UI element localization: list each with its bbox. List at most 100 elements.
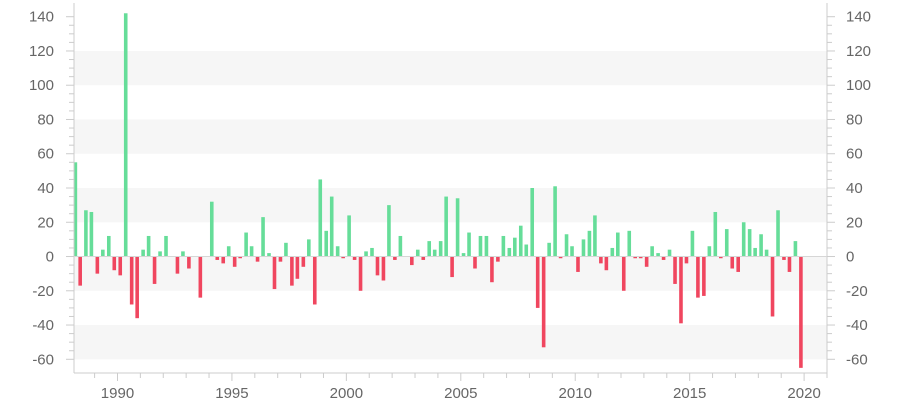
- bar: [730, 256, 735, 269]
- bar: [410, 256, 414, 266]
- bar: [290, 256, 294, 286]
- bar: [335, 246, 340, 257]
- bar: [249, 246, 254, 257]
- bar: [146, 235, 151, 257]
- bar: [799, 256, 803, 368]
- bar: [524, 244, 529, 257]
- bar: [370, 247, 374, 257]
- y-tick-label: 80: [846, 111, 863, 128]
- bar: [209, 201, 214, 257]
- bar: [393, 256, 397, 260]
- bar: [747, 229, 752, 257]
- y-tick-label: -60: [846, 351, 868, 368]
- bar: [272, 256, 277, 290]
- y-tick-label: 100: [846, 77, 871, 94]
- x-tick-label: 2000: [330, 385, 363, 402]
- bar: [787, 256, 792, 272]
- bar: [564, 234, 569, 257]
- y-tick-label: 40: [37, 180, 54, 197]
- bar: [232, 256, 237, 267]
- bar: [301, 256, 306, 267]
- bar: [753, 247, 757, 257]
- bar: [736, 256, 740, 272]
- bar: [530, 188, 535, 257]
- bar: [690, 230, 695, 257]
- bar: [375, 256, 380, 276]
- bar: [570, 246, 574, 257]
- bar: [215, 256, 220, 260]
- y-tick-label: -20: [846, 283, 868, 300]
- bar: [364, 251, 368, 257]
- x-tick-label: 2020: [787, 385, 820, 402]
- bar: [324, 230, 329, 257]
- bar: [129, 256, 134, 305]
- bar: [581, 239, 586, 257]
- bar: [707, 246, 712, 257]
- grid-bands: [74, 50, 827, 360]
- bar: [638, 256, 643, 259]
- y-tick-label: 140: [29, 9, 54, 26]
- axes: [66, 3, 835, 381]
- bar: [684, 256, 689, 264]
- y-tick-label: 20: [846, 214, 863, 231]
- bar: [610, 247, 615, 257]
- bar: [764, 249, 769, 257]
- y-tick-label: 60: [846, 146, 863, 163]
- y-tick-label: 120: [29, 43, 54, 60]
- bar: [644, 256, 649, 267]
- bar: [547, 242, 551, 257]
- x-tick-label: 2015: [673, 385, 706, 402]
- bar: [347, 215, 351, 257]
- bar: [461, 253, 466, 257]
- bar: [650, 246, 654, 257]
- bar: [450, 256, 454, 278]
- bar: [181, 251, 185, 257]
- bar: [421, 256, 426, 260]
- y-axis-right-labels: -60 -40 -20 0 20 40 60 80 100 120 140: [846, 9, 871, 369]
- bar: [341, 256, 345, 259]
- bar: [587, 230, 592, 257]
- bar: [696, 256, 700, 298]
- bar: [415, 249, 420, 257]
- bar: [358, 256, 363, 291]
- bar: [633, 256, 638, 259]
- bar: [152, 256, 157, 284]
- x-tick-label: 2010: [559, 385, 592, 402]
- bar: [267, 253, 271, 257]
- bar: [490, 256, 494, 283]
- y-tick-label: 80: [37, 111, 54, 128]
- bar: [553, 186, 557, 257]
- bar: [261, 217, 265, 257]
- grid-band: [74, 188, 827, 223]
- bar: [123, 13, 128, 257]
- x-tick-label: 2005: [444, 385, 477, 402]
- bar: [776, 210, 780, 257]
- x-tick-label: 1990: [101, 385, 134, 402]
- bar: [513, 237, 517, 257]
- bar: [667, 249, 672, 257]
- bar: [741, 222, 746, 257]
- bar: [432, 249, 437, 257]
- bar: [118, 256, 123, 276]
- bar: [438, 241, 443, 257]
- bar: [759, 234, 763, 257]
- y-tick-label: 100: [29, 77, 54, 94]
- bar: [101, 249, 105, 257]
- bar: [318, 179, 323, 257]
- bar: [158, 251, 162, 257]
- bar: [604, 256, 609, 271]
- y-tick-label: 40: [846, 180, 863, 197]
- bar: [244, 232, 248, 257]
- y-tick-label: 60: [37, 146, 54, 163]
- bar: [238, 256, 242, 259]
- y-axis-left-labels: -60 -40 -20 0 20 40 60 80 100 120 140: [29, 9, 54, 369]
- bar: [84, 210, 88, 257]
- bar: [679, 256, 683, 324]
- bar: [135, 256, 139, 319]
- y-tick-label: 0: [846, 249, 854, 266]
- bars: [73, 13, 803, 368]
- y-tick-label: 120: [846, 43, 871, 60]
- bar: [295, 256, 300, 279]
